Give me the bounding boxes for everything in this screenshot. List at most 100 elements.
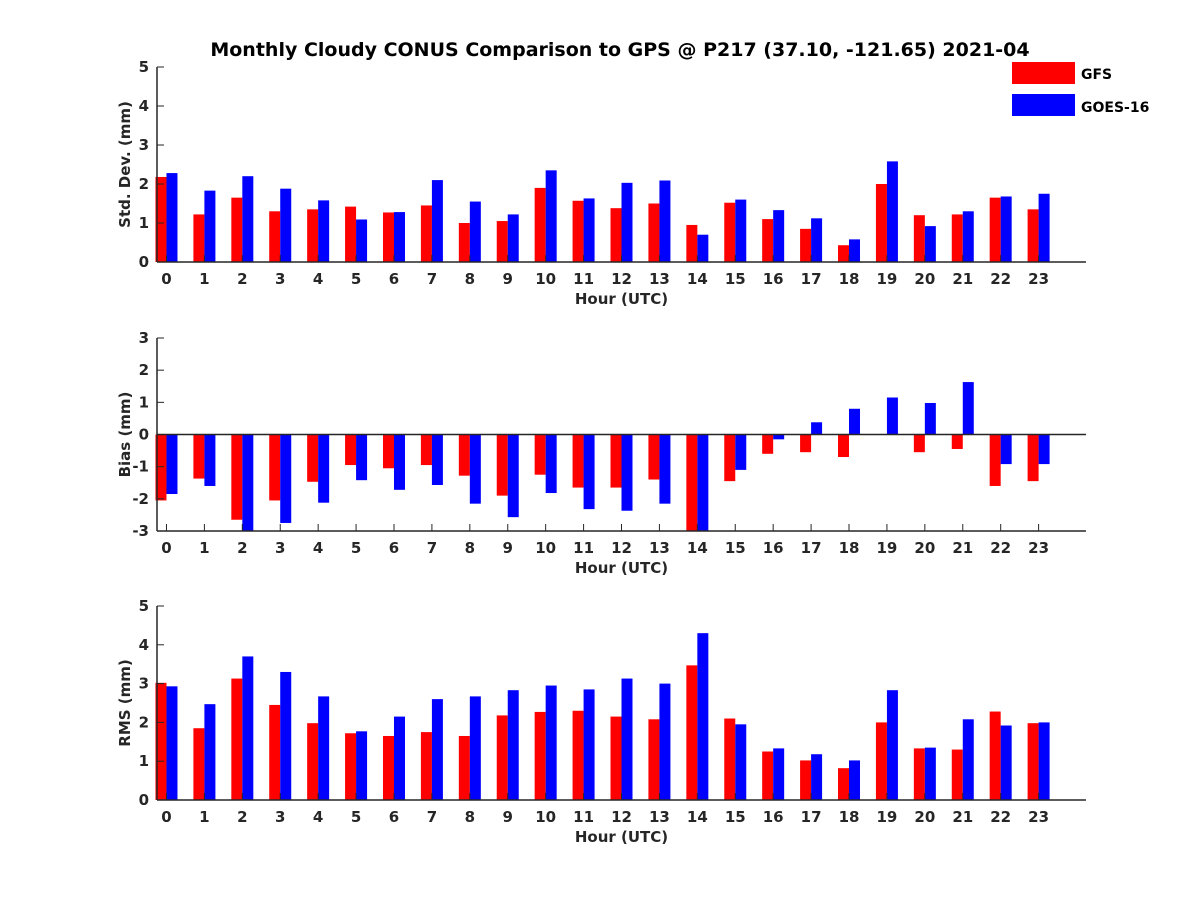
stddev-bar-goes16-12 bbox=[621, 182, 633, 262]
rms-bar-goes16-10 bbox=[545, 685, 557, 800]
legend-swatch-goes16 bbox=[1012, 94, 1075, 116]
rms-bar-goes16-3 bbox=[280, 671, 292, 800]
rms-y-tick-label: 5 bbox=[139, 597, 149, 615]
bias-bar-gfs-9 bbox=[496, 434, 508, 496]
bias-bar-goes16-13 bbox=[659, 434, 671, 504]
bias-x-tick-label: 10 bbox=[535, 539, 556, 557]
rms-bar-goes16-20 bbox=[924, 747, 936, 800]
stddev-bar-goes16-9 bbox=[507, 214, 519, 262]
rms-y-tick-label: 0 bbox=[139, 791, 149, 809]
rms-x-tick-label: 15 bbox=[725, 808, 746, 826]
stddev-bar-gfs-4 bbox=[307, 209, 319, 262]
rms-bar-gfs-13 bbox=[648, 719, 660, 800]
bias-bar-gfs-16 bbox=[762, 434, 774, 454]
rms-bar-goes16-1 bbox=[204, 704, 216, 800]
stddev-bar-gfs-11 bbox=[572, 200, 584, 262]
stddev-y-tick-label: 5 bbox=[139, 58, 149, 76]
stddev-y-axis-label: Std. Dev. (mm) bbox=[116, 101, 134, 228]
rms-bar-gfs-22 bbox=[989, 711, 1001, 800]
bias-bar-goes16-7 bbox=[431, 434, 443, 485]
bias-bar-gfs-5 bbox=[345, 434, 357, 466]
bias-x-tick-label: 2 bbox=[237, 539, 247, 557]
bias-bar-goes16-9 bbox=[507, 434, 519, 518]
bias-bar-goes16-1 bbox=[204, 434, 216, 486]
stddev-bar-goes16-23 bbox=[1038, 193, 1050, 262]
rms-bar-gfs-23 bbox=[1027, 723, 1039, 800]
rms-bar-goes16-21 bbox=[962, 719, 974, 800]
stddev-y-tick-label: 1 bbox=[139, 214, 149, 232]
stddev-bar-gfs-16 bbox=[762, 219, 774, 262]
bias-y-axis-label: Bias (mm) bbox=[116, 392, 134, 478]
stddev-bar-gfs-6 bbox=[382, 212, 394, 262]
bias-bar-gfs-12 bbox=[610, 434, 622, 488]
rms-x-tick-label: 21 bbox=[952, 808, 973, 826]
bias-bar-goes16-18 bbox=[849, 408, 861, 435]
bias-x-tick-label: 5 bbox=[351, 539, 361, 557]
stddev-bar-gfs-22 bbox=[989, 197, 1001, 262]
rms-bar-goes16-22 bbox=[1000, 725, 1012, 800]
rms-bar-gfs-2 bbox=[231, 678, 243, 800]
bias-bar-gfs-20 bbox=[913, 434, 925, 453]
rms-x-tick-label: 12 bbox=[611, 808, 632, 826]
stddev-bar-goes16-10 bbox=[545, 170, 557, 262]
bias-bar-goes16-16 bbox=[773, 434, 785, 440]
bias-x-tick-label: 12 bbox=[611, 539, 632, 557]
stddev-x-tick-label: 16 bbox=[763, 270, 784, 288]
bias-x-tick-label: 6 bbox=[389, 539, 399, 557]
bias-bar-gfs-14 bbox=[686, 434, 698, 531]
rms-bar-goes16-11 bbox=[583, 689, 595, 800]
stddev-bar-gfs-9 bbox=[496, 221, 508, 262]
rms-x-tick-label: 6 bbox=[389, 808, 399, 826]
stddev-x-tick-label: 11 bbox=[573, 270, 594, 288]
bias-x-tick-label: 14 bbox=[687, 539, 708, 557]
stddev-bar-gfs-14 bbox=[686, 224, 698, 262]
bias-y-tick-label: 2 bbox=[139, 361, 149, 379]
stddev-bar-gfs-18 bbox=[838, 245, 850, 262]
bias-bar-goes16-20 bbox=[924, 402, 936, 435]
stddev-x-tick-label: 18 bbox=[839, 270, 860, 288]
rms-x-tick-label: 7 bbox=[427, 808, 437, 826]
bias-bar-goes16-23 bbox=[1038, 434, 1050, 465]
rms-bar-gfs-21 bbox=[951, 749, 963, 800]
rms-x-tick-label: 1 bbox=[199, 808, 209, 826]
rms-x-tick-label: 9 bbox=[503, 808, 513, 826]
bias-bar-gfs-3 bbox=[269, 434, 281, 501]
rms-x-tick-label: 8 bbox=[465, 808, 475, 826]
bias-bar-gfs-8 bbox=[458, 434, 470, 476]
rms-x-tick-label: 5 bbox=[351, 808, 361, 826]
rms-bar-goes16-13 bbox=[659, 683, 671, 800]
stddev-bar-gfs-12 bbox=[610, 208, 622, 262]
bias-bar-goes16-8 bbox=[469, 434, 481, 504]
rms-y-tick-label: 1 bbox=[139, 752, 149, 770]
bias-bar-goes16-22 bbox=[1000, 434, 1012, 465]
rms-x-tick-label: 18 bbox=[839, 808, 860, 826]
stddev-bar-goes16-0 bbox=[166, 173, 178, 262]
rms-bar-goes16-9 bbox=[507, 690, 519, 800]
stddev-bar-gfs-3 bbox=[269, 211, 281, 262]
stddev-x-tick-label: 21 bbox=[952, 270, 973, 288]
stddev-x-tick-label: 4 bbox=[313, 270, 323, 288]
legend: GFS GOES-16 bbox=[1012, 62, 1149, 116]
rms-x-tick-label: 13 bbox=[649, 808, 670, 826]
stddev-bar-goes16-19 bbox=[886, 161, 898, 262]
rms-x-tick-label: 23 bbox=[1028, 808, 1049, 826]
rms-bar-gfs-17 bbox=[800, 760, 812, 800]
rms-y-tick-label: 4 bbox=[139, 636, 149, 654]
rms-bar-gfs-7 bbox=[420, 732, 432, 800]
bias-bar-gfs-7 bbox=[420, 434, 432, 466]
rms-bar-goes16-15 bbox=[735, 724, 747, 800]
bias-bar-goes16-5 bbox=[356, 434, 368, 481]
stddev-bar-goes16-2 bbox=[242, 176, 254, 262]
rms-bar-goes16-23 bbox=[1038, 722, 1050, 800]
stddev-bar-gfs-17 bbox=[800, 228, 812, 262]
rms-x-tick-label: 0 bbox=[161, 808, 171, 826]
rms-bar-goes16-0 bbox=[166, 686, 178, 800]
rms-bar-goes16-17 bbox=[811, 754, 823, 800]
stddev-x-tick-label: 3 bbox=[275, 270, 285, 288]
stddev-x-tick-label: 1 bbox=[199, 270, 209, 288]
bias-bar-goes16-19 bbox=[886, 397, 898, 435]
rms-bar-goes16-5 bbox=[356, 731, 368, 800]
stddev-bar-goes16-18 bbox=[849, 239, 861, 262]
